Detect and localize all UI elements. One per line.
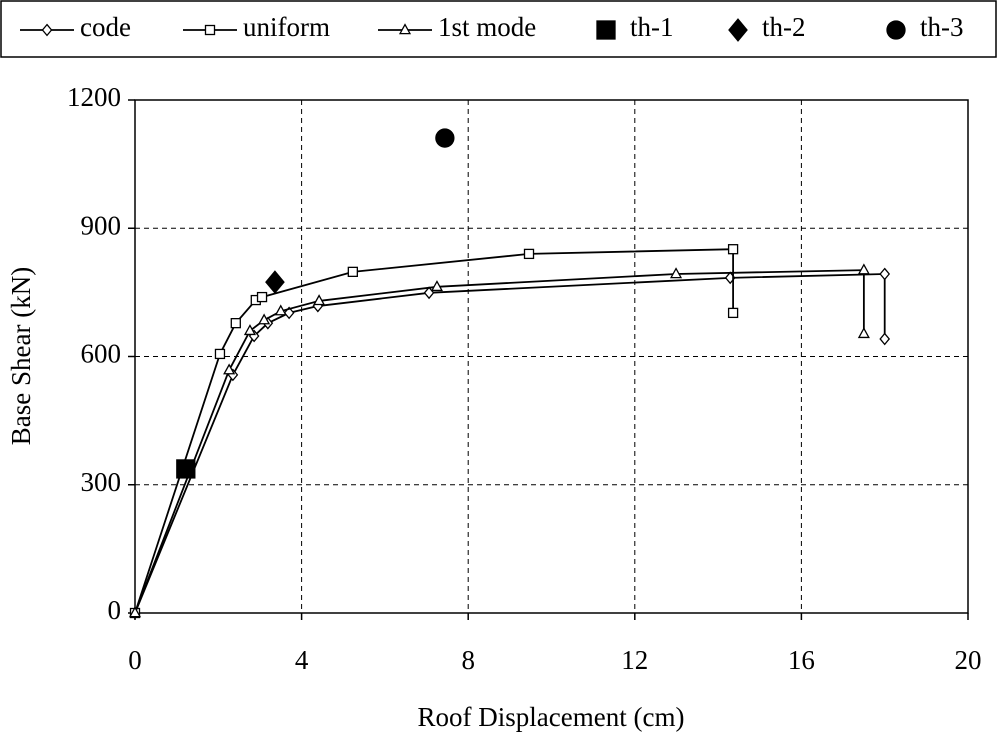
y-tick-label: 300	[81, 467, 122, 497]
marker	[669, 267, 683, 279]
marker	[886, 20, 906, 40]
series-line	[134, 248, 734, 614]
marker	[727, 307, 739, 319]
marker	[128, 606, 142, 618]
marker	[857, 263, 870, 275]
marker	[728, 18, 748, 42]
y-tick-label: 0	[108, 595, 122, 625]
series-line	[134, 269, 865, 614]
marker	[523, 248, 535, 260]
marker	[223, 363, 236, 375]
marker	[727, 244, 739, 255]
marker	[879, 267, 891, 281]
x-tick-label: 12	[621, 645, 648, 675]
legend-label: th-3	[920, 12, 964, 42]
y-tick-label: 900	[81, 210, 122, 240]
marker	[313, 294, 326, 306]
x-tick-label: 0	[128, 645, 142, 675]
marker	[435, 128, 455, 148]
marker	[596, 20, 616, 40]
legend-label: th-2	[762, 12, 806, 42]
marker	[430, 280, 444, 292]
marker	[398, 23, 412, 35]
x-tick-label: 16	[788, 645, 815, 675]
marker	[265, 270, 285, 294]
legend-label: 1st mode	[438, 12, 536, 42]
legend-label: th-1	[630, 12, 674, 42]
plot-frame	[134, 99, 969, 614]
x-tick-label: 8	[461, 645, 475, 675]
marker	[857, 327, 870, 339]
marker	[256, 291, 268, 303]
y-tick-label: 600	[81, 339, 122, 369]
x-axis-label: Roof Displacement (cm)	[418, 702, 685, 732]
series-line	[134, 273, 886, 614]
marker	[879, 332, 891, 346]
marker	[258, 313, 271, 325]
marker	[214, 348, 226, 360]
legend-label: uniform	[243, 12, 330, 42]
marker	[41, 23, 53, 37]
marker	[347, 266, 358, 278]
marker	[230, 318, 241, 329]
legend-box	[0, 0, 997, 58]
legend-label: code	[80, 12, 131, 42]
marker	[274, 304, 287, 316]
y-axis-label: Base Shear (kN)	[6, 267, 36, 445]
y-tick-label: 1200	[67, 82, 121, 112]
x-tick-label: 4	[295, 645, 309, 675]
x-tick-label: 20	[955, 645, 982, 675]
marker	[204, 24, 216, 36]
marker	[243, 324, 257, 336]
marker	[176, 459, 196, 479]
